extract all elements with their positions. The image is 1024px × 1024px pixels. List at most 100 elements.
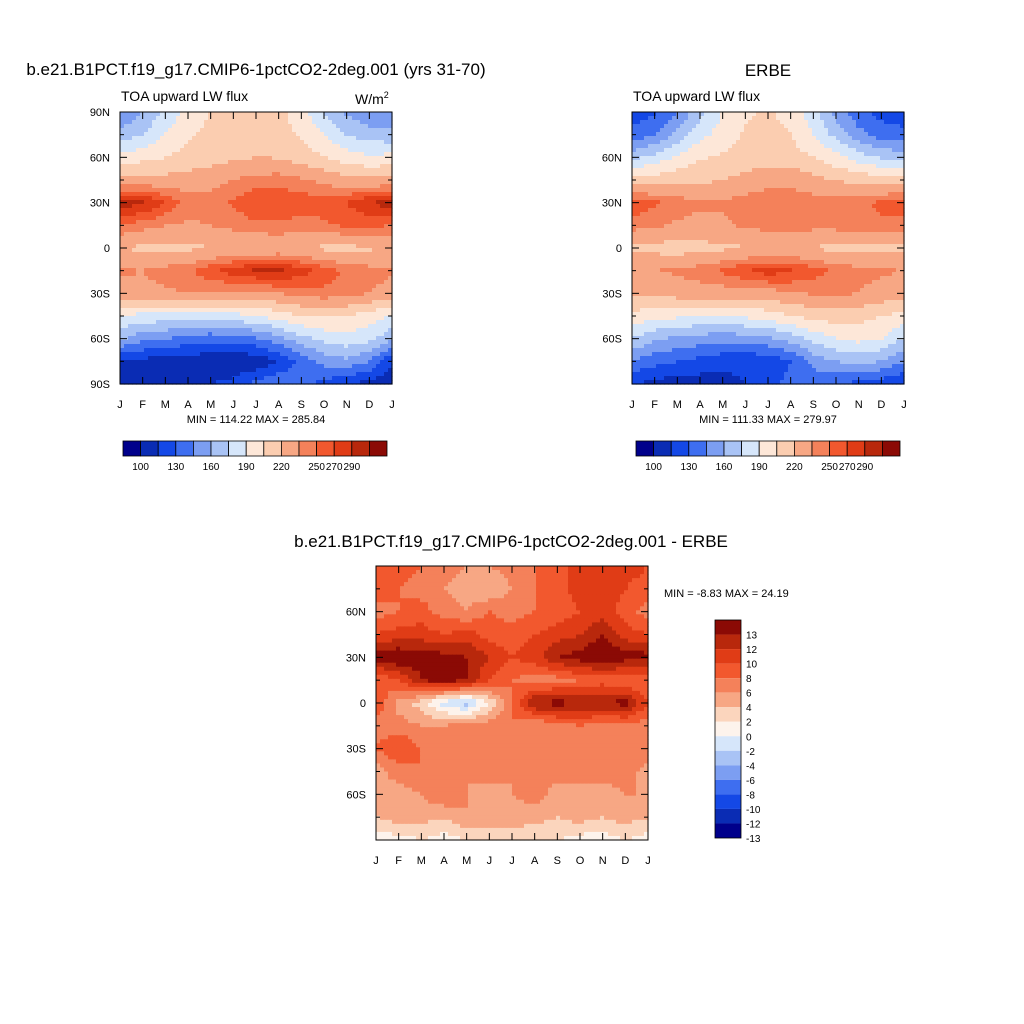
- heatmap-cell: [256, 256, 261, 261]
- heatmap-cell: [136, 376, 141, 381]
- heatmap-cell: [188, 328, 193, 333]
- heatmap-cell: [296, 372, 301, 377]
- heatmap-cell: [368, 380, 373, 385]
- heatmap-cell: [176, 164, 181, 169]
- heatmap-cell: [376, 328, 381, 333]
- heatmap-cell: [300, 364, 305, 369]
- heatmap-cell: [212, 312, 217, 317]
- heatmap-cell: [296, 196, 301, 201]
- heatmap-cell: [156, 284, 161, 289]
- heatmap-cell: [320, 184, 325, 189]
- heatmap-cell: [212, 260, 217, 265]
- heatmap-cell: [200, 120, 205, 125]
- heatmap-cell: [320, 144, 325, 149]
- heatmap-cell: [256, 252, 261, 257]
- heatmap-cell: [764, 120, 769, 125]
- heatmap-cell: [248, 224, 253, 229]
- heatmap-cell: [360, 164, 365, 169]
- heatmap-cell: [140, 156, 145, 161]
- heatmap-cell: [256, 156, 261, 161]
- heatmap-cell: [892, 112, 897, 117]
- heatmap-cell: [332, 172, 337, 177]
- heatmap-cell: [304, 248, 309, 253]
- heatmap-cell: [188, 128, 193, 133]
- heatmap-cell: [268, 252, 273, 257]
- heatmap-cell: [196, 356, 201, 361]
- heatmap-cell: [264, 324, 269, 329]
- heatmap-cell: [120, 232, 125, 237]
- heatmap-cell: [212, 188, 217, 193]
- heatmap-cell: [328, 344, 333, 349]
- heatmap-cell: [356, 328, 361, 333]
- heatmap-cell: [144, 356, 149, 361]
- colorbar-label: 290: [343, 462, 360, 473]
- heatmap-cell: [264, 144, 269, 149]
- heatmap-cell: [296, 156, 301, 161]
- heatmap-cell: [368, 152, 373, 157]
- heatmap-cell: [148, 380, 153, 385]
- heatmap-cell: [360, 272, 365, 277]
- heatmap-cell: [296, 276, 301, 281]
- heatmap-cell: [208, 340, 213, 345]
- heatmap-cell: [336, 116, 341, 121]
- heatmap-cell: [260, 260, 265, 265]
- heatmap-cell: [148, 216, 153, 221]
- heatmap-cell: [388, 284, 393, 289]
- heatmap-cell: [148, 272, 153, 277]
- heatmap-cell: [168, 248, 173, 253]
- heatmap-cell: [664, 116, 669, 121]
- heatmap-cell: [288, 188, 293, 193]
- heatmap-cell: [332, 360, 337, 365]
- heatmap-cell: [276, 292, 281, 297]
- heatmap-cell: [184, 196, 189, 201]
- heatmap-cell: [324, 260, 329, 265]
- heatmap-cell: [180, 156, 185, 161]
- heatmap-cell: [216, 148, 221, 153]
- heatmap-cell: [140, 340, 145, 345]
- heatmap-cell: [156, 176, 161, 181]
- heatmap-cell: [292, 228, 297, 233]
- heatmap-cell: [148, 296, 153, 301]
- heatmap-cell: [340, 236, 345, 241]
- heatmap-cell: [212, 356, 217, 361]
- heatmap-cell: [244, 120, 249, 125]
- heatmap-cell: [304, 184, 309, 189]
- heatmap-cell: [376, 180, 381, 185]
- heatmap-cell: [220, 356, 225, 361]
- heatmap-cell: [388, 272, 393, 277]
- heatmap-cell: [324, 224, 329, 229]
- heatmap-cell: [268, 176, 273, 181]
- heatmap-cell: [212, 176, 217, 181]
- heatmap-cell: [140, 204, 145, 209]
- heatmap-cell: [316, 112, 321, 117]
- heatmap-cell: [388, 352, 393, 357]
- heatmap-cell: [272, 196, 277, 201]
- heatmap-cell: [168, 260, 173, 265]
- heatmap-cell: [308, 260, 313, 265]
- heatmap-cell: [200, 216, 205, 221]
- heatmap-cell: [168, 116, 173, 121]
- heatmap-cell: [140, 272, 145, 277]
- heatmap-cell: [228, 152, 233, 157]
- heatmap-cell: [368, 348, 373, 353]
- heatmap-cell: [376, 348, 381, 353]
- heatmap-cell: [208, 236, 213, 241]
- heatmap-cell: [336, 148, 341, 153]
- heatmap-cell: [188, 364, 193, 369]
- heatmap-cell: [176, 316, 181, 321]
- heatmap-cell: [328, 124, 333, 129]
- heatmap-cell: [120, 152, 125, 157]
- heatmap-cell: [888, 120, 893, 125]
- heatmap-cell: [192, 244, 197, 249]
- heatmap-cell: [324, 152, 329, 157]
- heatmap-cell: [124, 148, 129, 153]
- heatmap-cell: [140, 136, 145, 141]
- heatmap-cell: [324, 376, 329, 381]
- heatmap-cell: [132, 324, 137, 329]
- heatmap-cell: [768, 112, 773, 117]
- heatmap-cell: [180, 304, 185, 309]
- heatmap-cell: [140, 168, 145, 173]
- heatmap-cell: [376, 284, 381, 289]
- colorbar-swatch: [333, 440, 353, 457]
- heatmap-cell: [252, 136, 257, 141]
